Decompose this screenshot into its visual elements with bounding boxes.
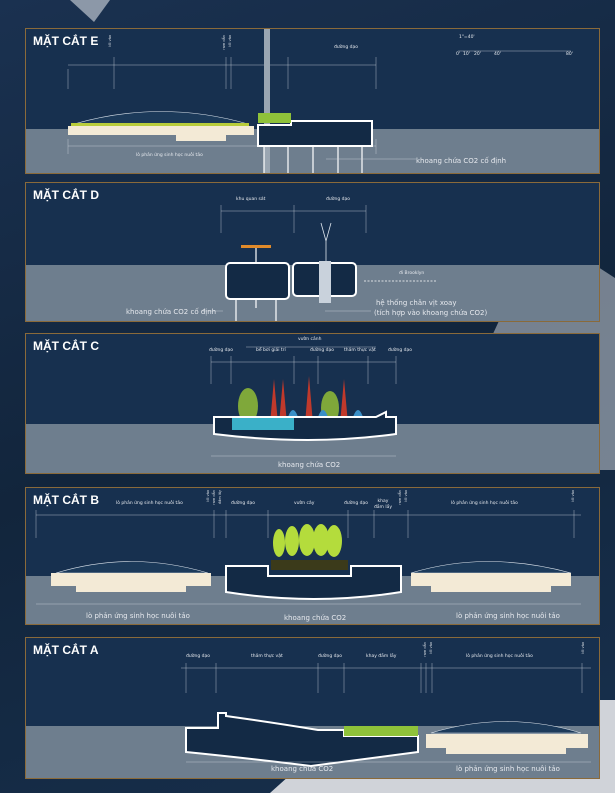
bottom-label: khoang chứa CO2: [278, 461, 341, 469]
bioreactor: [51, 573, 211, 592]
section-title: MẶT CẮT A: [33, 643, 99, 657]
section-b-drawing: [35, 510, 581, 605]
annotation: đi Brooklyn: [399, 271, 425, 276]
dimension-label: thảm thực vật: [251, 654, 283, 659]
dimension-label: lối vào: [228, 35, 232, 47]
section-e: MẶT CẮT E lối vào ram dẫn lối vào đường …: [25, 28, 600, 174]
co2-tank: [257, 120, 373, 147]
bottom-label: khoang chứa CO2: [271, 765, 334, 773]
dimension-label: vườn cây: [294, 501, 315, 506]
dimension-label: đường dạo: [310, 348, 334, 353]
bioreactor: [426, 734, 588, 754]
annotation: hệ thống chân vịt xoay: [376, 299, 457, 307]
dimension-label: khu quan sát: [236, 197, 266, 202]
dimension-label: đường dạo: [334, 45, 358, 50]
section-a-drawing: [181, 663, 591, 768]
dimension-label: đường dạo: [186, 654, 210, 659]
co2-tank: [225, 565, 402, 600]
dimension-label: đầm lầy: [218, 490, 222, 505]
bottom-label: lò phản ứng sinh học nuôi tảo: [456, 765, 560, 773]
dimension-label: thảm thực vật: [344, 348, 376, 353]
dimension-label: ram dẫn: [222, 35, 226, 50]
dimension-label: đường dạo: [326, 197, 350, 202]
pole: [264, 29, 270, 173]
bioreactor: [411, 573, 571, 592]
dimension-label: ram dẫn: [212, 490, 216, 505]
dimension-label: lối vào: [404, 490, 408, 502]
section-title: MẶT CẮT C: [33, 339, 99, 353]
dimension-label: bể bơi giải trí: [256, 348, 286, 353]
dimension-label: lối vào: [206, 490, 210, 502]
section-a: MẶT CẮT A đường dạo thảm thực vật đường …: [25, 637, 600, 779]
dimension-label: ram dẫn: [398, 490, 402, 505]
scale-tick: 10': [463, 52, 470, 57]
dimension-label: lò phản ứng sinh học nuôi tảo: [116, 501, 183, 506]
section-e-drawing: [67, 29, 571, 173]
annotation: khoang chứa CO2 cố định: [126, 308, 217, 316]
scale-ratio: 1"=40': [459, 35, 475, 40]
dimension-label: lối vào: [108, 35, 112, 47]
bottom-label: lò phản ứng sinh học nuôi tảo: [456, 612, 560, 620]
section-d-drawing: [201, 205, 436, 321]
section-c: MẶT CẮT C vườn cảnh đường dạo bể bơi giả…: [25, 333, 600, 474]
section-title: MẶT CẮT E: [33, 34, 99, 48]
dimension-label: đường dạo: [344, 501, 368, 506]
dimension-label: vườn cảnh: [298, 337, 322, 342]
dimension-label: lối vào: [429, 642, 433, 654]
scale-tick: 40': [494, 52, 501, 57]
section-b: MẶT CẮT B lò phản ứng sinh học nuôi tảo …: [25, 487, 600, 625]
trees: [273, 524, 342, 557]
section-d: MẶT CẮT D khu quan sát đường dạo đi Broo…: [25, 182, 600, 322]
dimension-label: lối vào: [571, 490, 575, 502]
bioreactor: [68, 126, 254, 141]
section-c-drawing: [210, 346, 397, 457]
bottom-label: lò phản ứng sinh học nuôi tảo: [136, 153, 203, 158]
dimension-label: lò phản ứng sinh học nuôi tảo: [451, 501, 518, 506]
pool: [232, 418, 294, 430]
scale-tick: 80': [566, 52, 573, 57]
dimension-label: đường dạo: [388, 348, 412, 353]
section-title: MẶT CẮT B: [33, 493, 99, 507]
bottom-label: khoang chứa CO2: [284, 614, 347, 622]
bottom-label: khoang chứa CO2 cố định: [416, 157, 507, 165]
scale-tick: 20': [474, 52, 481, 57]
bottom-label: lò phản ứng sinh học nuôi tảo: [86, 612, 190, 620]
dimension-label: đường dạo: [231, 501, 255, 506]
annotation: (tích hợp vào khoang chứa CO2): [374, 309, 488, 317]
dimension-label: đường dạo: [209, 348, 233, 353]
dimension-label: đường dạo: [318, 654, 342, 659]
dimension-label: lò phản ứng sinh học nuôi tảo: [466, 654, 533, 659]
co2-tank: [185, 712, 419, 768]
dimension-label: khay đầm lầy: [366, 654, 397, 659]
section-title: MẶT CẮT D: [33, 188, 99, 202]
dimension-label: lối vào: [581, 642, 585, 654]
scale-tick: 0': [456, 52, 461, 57]
dimension-label: ram dẫn: [423, 642, 427, 657]
dimension-label: khay đầm lầy: [373, 499, 393, 510]
